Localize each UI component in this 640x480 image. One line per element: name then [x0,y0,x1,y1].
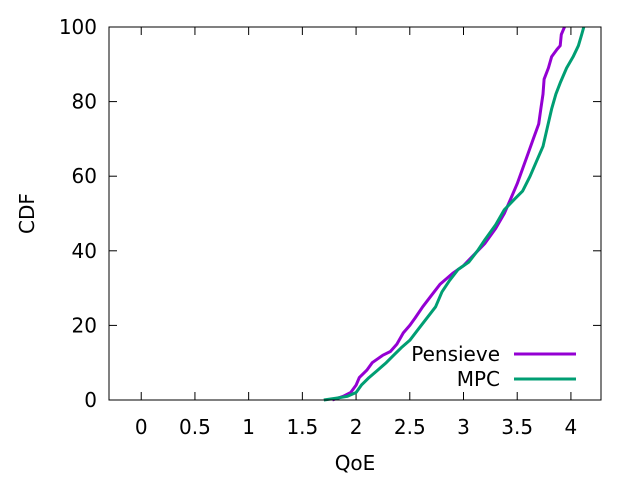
x-tick-label: 0 [135,415,148,439]
x-tick-label: 2.5 [394,415,426,439]
y-tick-label: 20 [72,313,97,337]
y-tick-label: 100 [59,15,97,39]
y-tick-label: 80 [72,90,97,114]
y-axis-title: CDF [15,193,39,234]
series-layer [323,26,586,402]
y-tick-label: 60 [72,164,97,188]
legend-label-pensieve: Pensieve [411,342,500,366]
y-tick-label: 40 [72,239,97,263]
x-tick-label: 3.5 [501,415,533,439]
x-axis-title: QoE [335,451,376,475]
series-line-mpc [323,26,586,402]
y-tick-label: 0 [84,388,97,412]
legend-label-mpc: MPC [457,367,500,391]
x-tick-label: 2 [350,415,363,439]
x-tick-label: 0.5 [179,415,211,439]
x-tick-label: 1.5 [286,415,318,439]
plot-frame [108,26,602,401]
x-tick-label: 1 [242,415,255,439]
x-tick-label: 4 [565,415,578,439]
x-tick-label: 3 [457,415,470,439]
